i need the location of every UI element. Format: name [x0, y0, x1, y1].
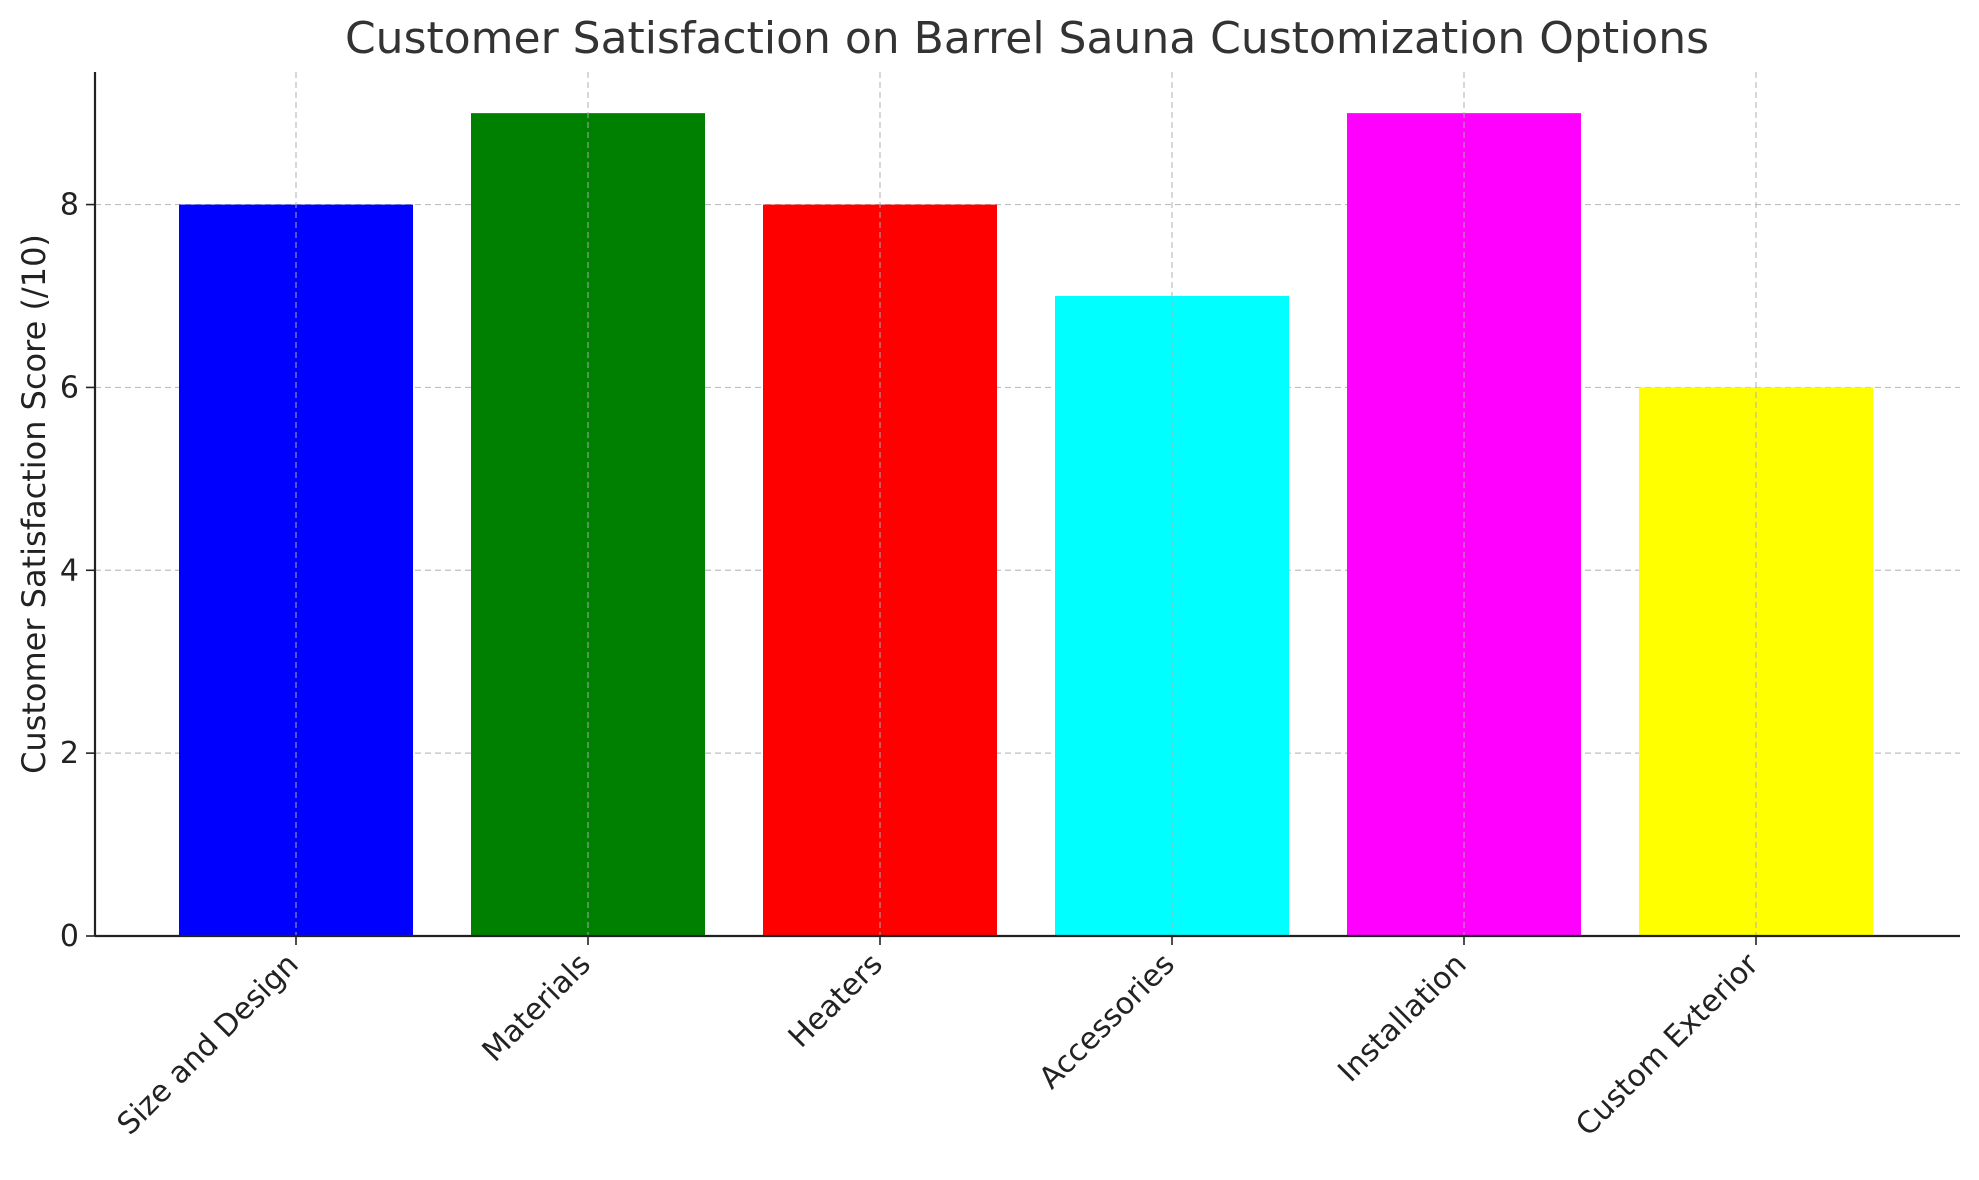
chart-title: Customer Satisfaction on Barrel Sauna Cu…	[345, 13, 1709, 64]
x-tick-label: Materials	[476, 947, 598, 1069]
x-tick-label: Installation	[1331, 947, 1473, 1089]
bars	[179, 113, 1873, 937]
axes	[93, 72, 1960, 938]
x-ticks: Size and Design Materials Heaters Accessori…	[111, 936, 1766, 1143]
y-tick-label: 2	[60, 736, 79, 771]
y-tick-label: 8	[60, 188, 79, 223]
y-ticks: 0 2 4 6 8	[60, 188, 95, 954]
x-tick-label: Custom Exterior	[1569, 946, 1766, 1143]
y-axis-label: Customer Satisfaction Score (/10)	[15, 234, 53, 774]
y-tick-label: 4	[60, 553, 79, 588]
y-tick-label: 6	[60, 370, 79, 405]
y-tick-label: 0	[60, 919, 79, 954]
x-tick-label: Heaters	[782, 947, 890, 1055]
x-tick-label: Accessories	[1033, 947, 1182, 1096]
x-tick-label: Size and Design	[111, 947, 306, 1142]
